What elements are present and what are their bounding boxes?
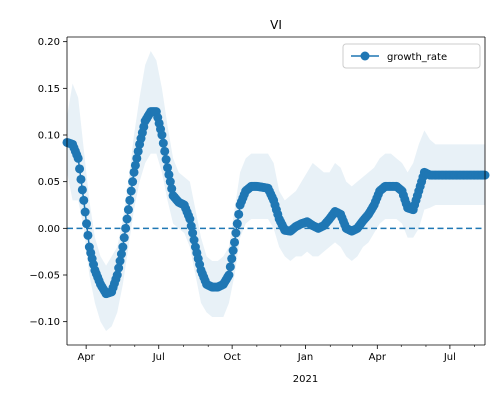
data-point-marker [231,228,241,238]
data-point-marker [225,262,235,272]
data-point-marker [156,124,166,134]
data-point-marker [80,207,90,217]
x-tick-label: Apr [369,352,387,363]
data-point-marker [195,260,205,269]
data-point [163,163,173,173]
data-point-marker [273,209,283,219]
data-point-marker [165,177,175,187]
data-point-marker [232,219,242,229]
data-point-marker [72,150,82,160]
data-point [230,237,240,247]
data-point-marker [82,219,92,229]
x-tick-label: Apr [77,352,95,363]
data-point-marker [189,235,199,245]
y-tick-label: 0.00 [38,224,60,235]
data-point-marker [116,249,126,259]
data-point-marker [125,195,135,205]
data-point-marker [188,228,198,238]
data-point-marker [160,146,170,156]
data-point-marker [128,177,138,187]
data-point-marker [126,186,136,196]
data-point-marker [111,274,121,284]
data-point-marker [133,146,143,156]
data-point-marker [267,192,277,202]
data-point-marker [186,221,196,231]
data-point-marker [89,260,99,269]
data-point-marker [161,155,171,164]
data-point-marker [228,246,238,255]
data-point-marker [77,185,87,195]
axes-layer: −0.10 −0.05 0.00 0.05 0.10 0.15 0.20 Apr Jul Oct J… [29,36,486,385]
data-point-marker [158,138,168,148]
data-point-marker [412,191,422,201]
x-tick-year-label: 2021 [293,374,318,385]
legend-label: growth_rate [387,52,447,63]
data-point-marker [115,256,125,266]
confidence-band-layer [67,51,485,331]
series-layer [62,107,490,299]
data-point-marker [479,170,489,180]
data-point [123,205,133,215]
data-point-marker [167,184,177,194]
x-tick-label: Jul [443,352,456,363]
y-tick-label: −0.10 [29,317,60,328]
x-tick-label: Jul [152,352,165,363]
y-tick-label: 0.10 [38,131,60,142]
x-tick-label: Jan [297,352,313,363]
confidence-band [67,51,485,331]
data-point-marker [223,272,233,282]
data-point [79,195,89,205]
data-point-marker [164,170,174,180]
legend: growth_rate [342,43,481,69]
x-tick-label: Oct [223,352,240,363]
data-point-marker [139,122,149,132]
data-point-marker [76,174,86,184]
data-point-marker [234,209,244,219]
data-point [118,242,128,252]
y-tick-label: −0.05 [29,271,60,282]
data-point-marker [119,233,129,243]
data-point-marker [121,223,131,233]
data-point-marker [183,211,193,220]
chart-title: VI [270,18,282,32]
data-point-marker [122,214,132,224]
legend-frame [342,43,481,69]
data-point-marker [83,230,93,240]
data-point-marker [227,254,237,264]
y-tick-label: 0.15 [38,84,60,95]
data-point-marker [130,160,140,170]
data-point-marker [75,164,85,174]
data-point [129,167,139,177]
y-tick-label: 0.05 [38,177,60,188]
legend-marker-swatch [360,51,370,61]
y-tick-label: 0.20 [38,37,60,48]
data-point-marker [132,153,142,163]
data-point-marker [114,263,124,273]
